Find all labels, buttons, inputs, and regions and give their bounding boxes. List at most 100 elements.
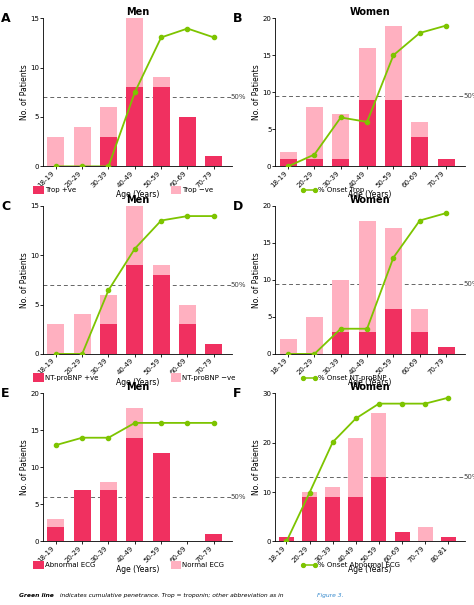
Bar xyxy=(100,295,117,324)
Title: Men: Men xyxy=(126,7,149,18)
Bar xyxy=(306,159,323,166)
Bar xyxy=(325,487,340,497)
Bar xyxy=(358,332,375,354)
Bar xyxy=(306,317,323,354)
X-axis label: Age (Years): Age (Years) xyxy=(116,565,159,574)
Bar xyxy=(279,537,294,541)
Text: 50%: 50% xyxy=(463,93,474,99)
Text: % Onset NT-proBNP: % Onset NT-proBNP xyxy=(318,374,386,381)
Text: Green line: Green line xyxy=(19,593,54,598)
Bar xyxy=(411,137,428,166)
Bar xyxy=(394,532,410,541)
Text: Trop +ve: Trop +ve xyxy=(45,187,76,193)
Bar xyxy=(100,137,117,166)
Title: Men: Men xyxy=(126,195,149,205)
Bar xyxy=(372,477,386,541)
Bar xyxy=(73,315,91,354)
Text: 50%: 50% xyxy=(231,94,246,100)
Title: Women: Women xyxy=(349,195,390,205)
Bar xyxy=(126,206,143,265)
Y-axis label: No. of Patients: No. of Patients xyxy=(252,439,261,495)
Bar xyxy=(47,519,64,526)
Bar xyxy=(411,332,428,354)
Bar xyxy=(179,324,196,354)
Bar xyxy=(100,489,117,541)
Text: % Onset Trop: % Onset Trop xyxy=(318,187,364,193)
Text: 50%: 50% xyxy=(231,282,246,288)
Bar xyxy=(73,489,91,541)
Bar xyxy=(153,265,170,275)
X-axis label: Age (Years): Age (Years) xyxy=(348,565,392,574)
Bar xyxy=(411,310,428,332)
Y-axis label: No. of Patients: No. of Patients xyxy=(20,64,29,120)
Bar xyxy=(205,157,222,166)
X-axis label: Age (Years): Age (Years) xyxy=(348,190,392,199)
Bar xyxy=(153,77,170,87)
Bar xyxy=(385,25,402,100)
Bar xyxy=(179,117,196,166)
Bar xyxy=(126,18,143,87)
Bar xyxy=(179,304,196,324)
Bar xyxy=(306,107,323,159)
Bar xyxy=(372,413,386,477)
Bar xyxy=(358,100,375,166)
Bar xyxy=(332,114,349,159)
Bar xyxy=(332,332,349,354)
Bar xyxy=(280,159,297,166)
Bar xyxy=(358,48,375,100)
Title: Women: Women xyxy=(349,7,390,18)
Bar xyxy=(205,534,222,541)
Bar xyxy=(302,497,317,541)
Text: Normal ECG: Normal ECG xyxy=(182,562,225,568)
Bar xyxy=(348,438,364,497)
Bar xyxy=(126,438,143,541)
Text: Figure 3.: Figure 3. xyxy=(317,593,343,598)
Text: D: D xyxy=(233,200,244,213)
Bar xyxy=(332,280,349,332)
Bar xyxy=(385,310,402,354)
Text: 50%: 50% xyxy=(464,474,474,480)
Bar xyxy=(411,122,428,137)
Bar xyxy=(47,324,64,354)
Bar xyxy=(332,159,349,166)
Bar xyxy=(100,107,117,137)
Text: E: E xyxy=(1,387,9,401)
X-axis label: Age (Years): Age (Years) xyxy=(116,378,159,387)
Bar xyxy=(126,408,143,438)
Bar xyxy=(325,497,340,541)
Bar xyxy=(126,265,143,354)
Text: NT-proBNP −ve: NT-proBNP −ve xyxy=(182,374,236,381)
Y-axis label: No. of Patients: No. of Patients xyxy=(252,64,261,120)
Bar xyxy=(280,152,297,159)
Bar xyxy=(47,526,64,541)
Text: indicates cumulative penetrance. Trop = troponin; other abbreviation as in: indicates cumulative penetrance. Trop = … xyxy=(58,593,286,598)
Text: Trop −ve: Trop −ve xyxy=(182,187,214,193)
Text: 50%: 50% xyxy=(463,281,474,287)
Bar xyxy=(73,127,91,166)
Bar xyxy=(302,492,317,497)
Text: 50%: 50% xyxy=(231,494,246,500)
Bar xyxy=(153,275,170,354)
Text: C: C xyxy=(1,200,10,213)
Text: B: B xyxy=(233,12,243,25)
X-axis label: Age (Years): Age (Years) xyxy=(116,190,159,199)
Text: % Onset Abnormal ECG: % Onset Abnormal ECG xyxy=(318,562,400,568)
Y-axis label: No. of Patients: No. of Patients xyxy=(20,252,29,308)
Bar xyxy=(126,87,143,166)
Text: F: F xyxy=(233,387,242,401)
Y-axis label: No. of Patients: No. of Patients xyxy=(252,252,261,308)
Bar xyxy=(418,526,433,541)
Bar xyxy=(153,87,170,166)
X-axis label: Age (Years): Age (Years) xyxy=(348,378,392,387)
Text: Abnormal ECG: Abnormal ECG xyxy=(45,562,95,568)
Bar xyxy=(358,221,375,332)
Text: A: A xyxy=(1,12,10,25)
Bar xyxy=(280,339,297,354)
Bar xyxy=(438,159,455,166)
Title: Women: Women xyxy=(349,382,390,393)
Bar xyxy=(100,482,117,489)
Bar xyxy=(441,537,456,541)
Y-axis label: No. of Patients: No. of Patients xyxy=(20,439,29,495)
Bar xyxy=(385,228,402,310)
Bar xyxy=(153,453,170,541)
